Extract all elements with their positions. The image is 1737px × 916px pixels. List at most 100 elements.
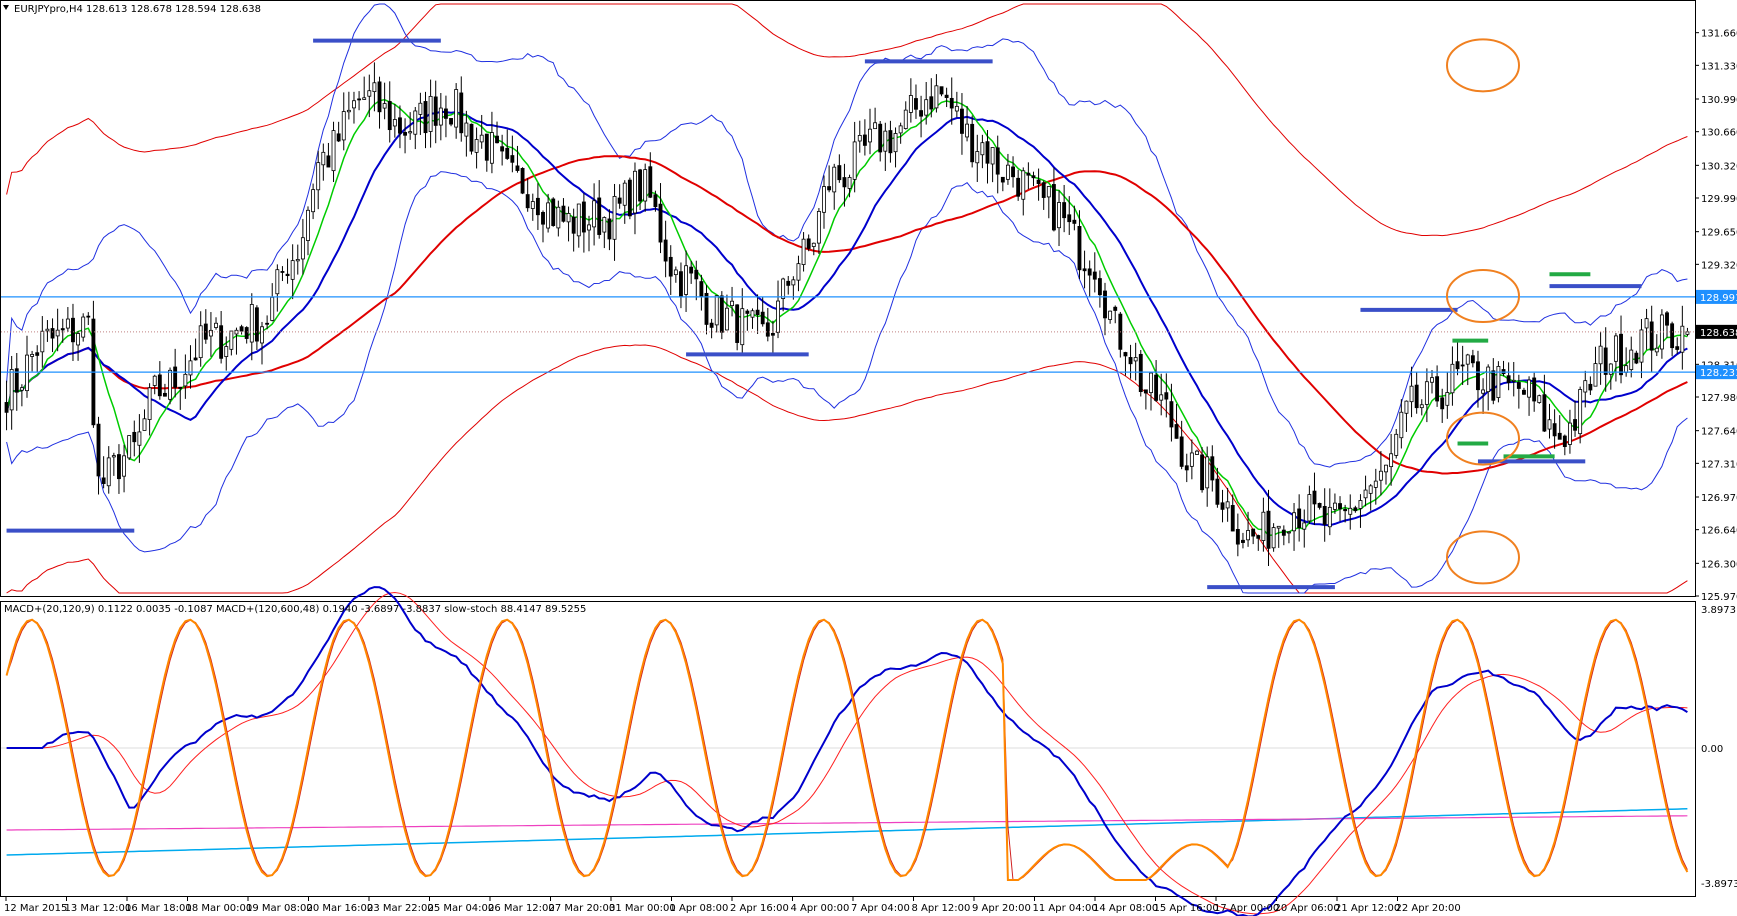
candle [1450,363,1455,394]
candle [178,386,183,389]
candle [224,346,229,358]
candle [1072,219,1077,224]
bollinger-lower [6,171,1688,594]
candle [55,329,60,337]
candle [648,166,653,198]
candle [1000,176,1005,183]
candle [1470,355,1475,364]
candle [1322,506,1327,525]
candle [684,265,688,295]
candle [816,211,821,244]
x-tick-label: 7 Apr 04:00 [851,903,910,914]
candle [81,316,86,338]
candle [1378,470,1383,481]
candle [1195,450,1199,455]
candle [1593,363,1598,387]
x-tick-label: 12 Mar 2015 [4,903,67,914]
indicator-info: MACD+(20,120,9) 0.1122 0.0035 -0.1087 MA… [4,604,586,615]
candle [86,315,91,318]
price-panel [0,0,1696,597]
candle [1312,490,1317,505]
candle [1261,511,1266,541]
candle [1619,333,1623,376]
candle [975,151,980,164]
candle [479,134,484,143]
candle [459,92,464,134]
x-tick-label: 8 Apr 12:00 [912,903,971,914]
candle [1665,312,1669,326]
candle [862,134,867,146]
candle [122,455,126,477]
candle [755,309,760,316]
candle [1057,202,1061,229]
x-tick-label: 22 Apr 20:00 [1396,903,1461,914]
candle [949,97,954,109]
candle [495,135,499,144]
candle [1562,435,1567,448]
candle [45,328,50,332]
candle [587,224,591,231]
candle [847,177,852,189]
candle [1389,453,1394,468]
candle [357,98,362,101]
candle [254,307,259,342]
candle [1644,318,1649,329]
candle [1455,361,1460,370]
osc-tick-label: -3.8973 [1701,879,1737,890]
x-tick-label: 20 Mar 16:00 [307,903,374,914]
candle [1603,347,1608,375]
candle [704,292,709,325]
candle [1302,522,1307,530]
candle [520,168,525,194]
candle [832,166,837,193]
candle [163,392,167,397]
ma-slow [5,155,1688,475]
candle [1215,478,1220,505]
candle [801,238,806,265]
candle [1087,268,1092,276]
x-tick-label: 21 Apr 12:00 [1335,903,1400,914]
candle [168,369,172,400]
candle [454,89,459,128]
x-tick-label: 2 Apr 16:00 [730,903,789,914]
candle [1373,480,1378,488]
candle [4,402,9,413]
candle [1578,389,1583,435]
candle [1516,382,1521,389]
candle [464,122,469,137]
x-tick-label: 4 Apr 00:00 [791,903,850,914]
y-tick-label: 131.330 [1701,61,1737,72]
candle [1225,501,1230,509]
collapse-icon[interactable] [3,5,9,10]
candle [362,97,367,100]
candle [653,194,658,208]
candle [25,354,29,392]
candle [1440,397,1445,410]
candle [709,322,714,328]
candle [489,132,494,164]
highlight-circle-1 [1446,269,1520,324]
candle [142,418,147,431]
candle [1588,383,1593,391]
candle [1200,454,1205,491]
candle [198,325,203,359]
osc-tick-label: 3.8973 [1701,605,1736,616]
x-tick-label: 27 Mar 20:00 [549,903,616,914]
candle [806,238,811,249]
candle [183,373,188,387]
candle [1629,349,1634,370]
candle [1281,529,1286,536]
oscillator-panel [0,601,1696,897]
candle [1103,290,1107,319]
candle [1537,395,1542,403]
candle [1557,432,1562,440]
candle [740,308,745,346]
candle [1384,464,1388,473]
candle [903,109,908,129]
candle [827,186,832,191]
bollinger-upper [6,3,1688,468]
candle [786,280,791,286]
candle [960,108,964,134]
candle [1368,485,1373,494]
candle [444,108,448,119]
